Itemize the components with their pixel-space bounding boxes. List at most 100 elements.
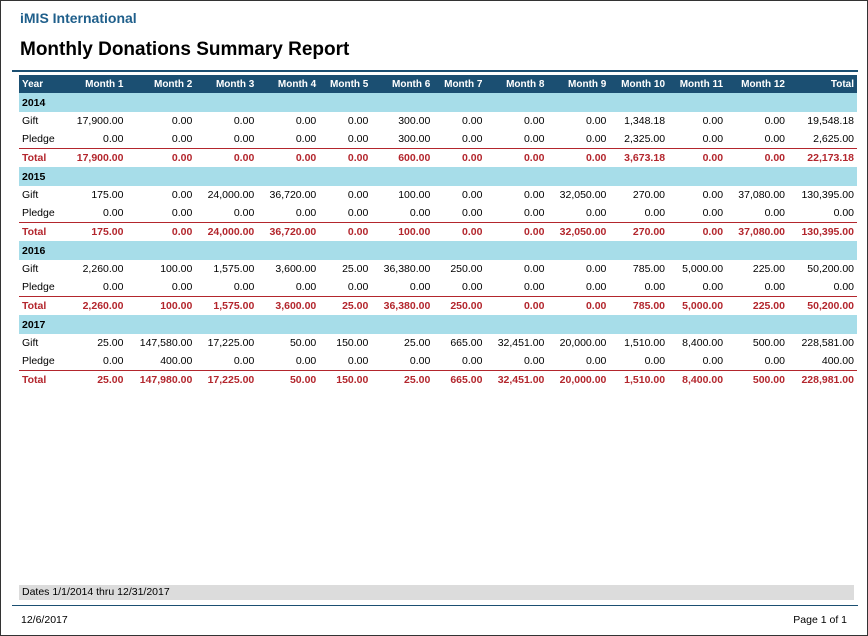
total-row: Total 2,260.00 100.00 1,575.00 3,600.00 25.00…: [19, 296, 857, 315]
amount-cell: 0.00: [702, 207, 724, 219]
total-amount-cell: 36,380.00: [371, 296, 434, 315]
total-amount-cell: 0.00: [433, 222, 486, 241]
year-label: 2017: [19, 315, 857, 334]
column-header: Month 5: [319, 75, 372, 93]
row-type-label: Gift: [22, 337, 39, 349]
amount-cell: 0.00: [523, 207, 545, 219]
amount-cell: 0.00: [295, 281, 317, 293]
column-header: Month 8: [485, 75, 548, 93]
total-amount-cell: 32,451.00: [485, 370, 548, 389]
amount-cell: 228,581.00: [801, 337, 854, 349]
total-amount-cell: 270.00: [609, 222, 669, 241]
year-label: 2015: [19, 167, 857, 186]
amount-cell: 0.00: [585, 281, 607, 293]
year-label: 2014: [19, 93, 857, 112]
total-amount-cell: 0.00: [126, 222, 196, 241]
total-amount-cell: 0.00: [726, 148, 788, 167]
row-type-label: Gift: [22, 115, 39, 127]
amount-cell: 225.00: [752, 263, 785, 275]
amount-cell: 400.00: [160, 355, 193, 367]
row-type-label: Gift: [22, 189, 39, 201]
amount-cell: 0.00: [171, 207, 193, 219]
amount-cell: 0.00: [171, 281, 193, 293]
amount-cell: 0.00: [764, 133, 785, 145]
total-amount-cell: 8,400.00: [668, 370, 727, 389]
total-amount-cell: 228,981.00: [788, 370, 857, 389]
amount-cell: 0.00: [462, 133, 483, 145]
total-amount-cell: 20,000.00: [547, 370, 610, 389]
amount-cell: 2,625.00: [813, 133, 854, 145]
table-row: Gift 17,900.00 0.00 0.00 0.00 0.00 300.00 0.00 0…: [19, 112, 857, 130]
total-amount-cell: 0.00: [668, 222, 727, 241]
amount-cell: 0.00: [585, 133, 607, 145]
amount-cell: 17,900.00: [76, 115, 124, 127]
amount-cell: 0.00: [103, 133, 124, 145]
total-amount-cell: 0.00: [319, 148, 372, 167]
amount-cell: 0.00: [347, 355, 369, 367]
print-date: 12/6/2017: [21, 614, 68, 626]
amount-cell: 0.00: [233, 281, 255, 293]
amount-cell: 25.00: [97, 337, 124, 349]
amount-cell: 5,000.00: [682, 263, 724, 275]
year-group-row: 2015: [19, 167, 857, 186]
table-row: Gift 2,260.00 100.00 1,575.00 3,600.00 25.00 3…: [19, 260, 857, 278]
amount-cell: 2,325.00: [624, 133, 666, 145]
total-amount-cell: 5,000.00: [668, 296, 727, 315]
amount-cell: 0.00: [103, 355, 124, 367]
amount-cell: 36,720.00: [269, 189, 317, 201]
total-label: Total: [19, 222, 65, 241]
total-amount-cell: 17,225.00: [195, 370, 258, 389]
amount-cell: 0.00: [833, 207, 854, 219]
amount-cell: 0.00: [347, 133, 369, 145]
amount-cell: 665.00: [450, 337, 483, 349]
amount-cell: 400.00: [821, 355, 854, 367]
amount-cell: 8,400.00: [682, 337, 724, 349]
amount-cell: 0.00: [347, 281, 369, 293]
total-amount-cell: 150.00: [319, 370, 372, 389]
total-row: Total 17,900.00 0.00 0.00 0.00 0.00 600.00 0.00…: [19, 148, 857, 167]
column-header: Month 1: [64, 75, 127, 93]
amount-cell: 1,575.00: [213, 263, 255, 275]
column-header: Month 6: [371, 75, 434, 93]
amount-cell: 500.00: [752, 337, 785, 349]
total-amount-cell: 0.00: [257, 148, 320, 167]
amount-cell: 0.00: [644, 355, 666, 367]
table-row: Pledge 0.00 400.00 0.00 0.00 0.00 0.00 0.00 0.00…: [19, 352, 857, 371]
amount-cell: 0.00: [644, 207, 666, 219]
amount-cell: 130,395.00: [801, 189, 854, 201]
column-header: Month 3: [195, 75, 258, 93]
amount-cell: 0.00: [523, 355, 545, 367]
amount-cell: 147,580.00: [139, 337, 193, 349]
amount-cell: 0.00: [409, 355, 431, 367]
footer-divider: [12, 605, 858, 606]
amount-cell: 0.00: [523, 133, 545, 145]
total-amount-cell: 37,080.00: [726, 222, 788, 241]
amount-cell: 37,080.00: [738, 189, 785, 201]
column-header: Month 9: [547, 75, 610, 93]
amount-cell: 0.00: [103, 281, 124, 293]
amount-cell: 0.00: [764, 207, 785, 219]
amount-cell: 0.00: [295, 207, 317, 219]
total-amount-cell: 0.00: [195, 148, 258, 167]
page-number: Page 1 of 1: [793, 614, 847, 626]
amount-cell: 0.00: [347, 207, 369, 219]
row-type-label: Pledge: [22, 281, 55, 293]
total-amount-cell: 3,673.18: [609, 148, 669, 167]
amount-cell: 250.00: [450, 263, 483, 275]
amount-cell: 0.00: [103, 207, 124, 219]
amount-cell: 270.00: [632, 189, 666, 201]
row-type-label: Pledge: [22, 355, 55, 367]
table-row: Gift 25.00 147,580.00 17,225.00 50.00 150.00 2…: [19, 334, 857, 352]
total-amount-cell: 0.00: [126, 148, 196, 167]
table-row: Pledge 0.00 0.00 0.00 0.00 0.00 0.00 0.00 0.00 0.…: [19, 204, 857, 223]
total-amount-cell: 250.00: [433, 296, 486, 315]
total-amount-cell: 17,900.00: [64, 148, 127, 167]
amount-cell: 0.00: [462, 355, 483, 367]
amount-cell: 0.00: [233, 355, 255, 367]
total-label: Total: [19, 148, 65, 167]
amount-cell: 0.00: [764, 281, 785, 293]
amount-cell: 25.00: [404, 337, 431, 349]
